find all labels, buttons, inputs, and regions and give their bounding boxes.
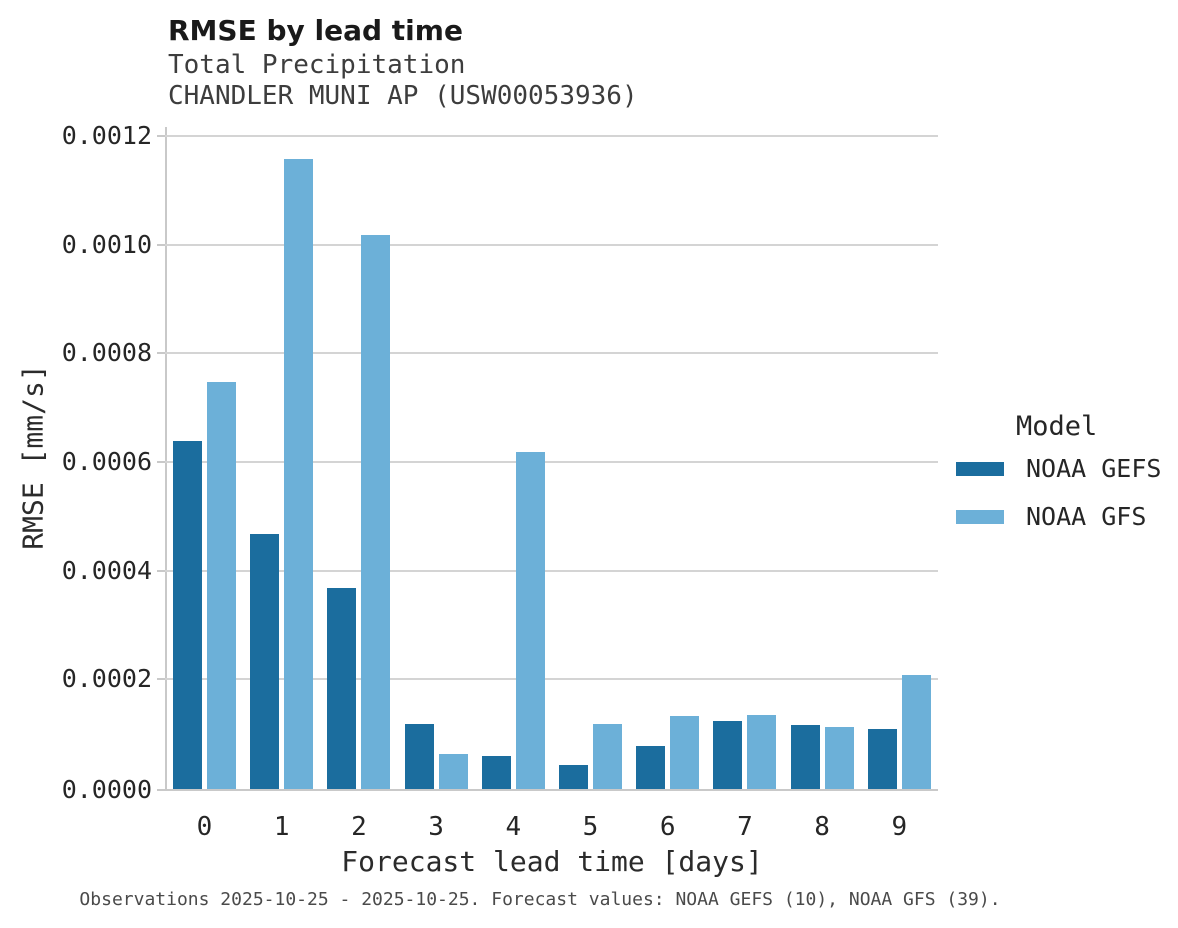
y-axis-spine [165,127,167,791]
bar-noaa-gefs-lead-7 [713,721,742,789]
y-tick-mark [157,352,165,355]
x-tick-label-9: 9 [891,812,908,842]
legend-swatch [956,509,1004,524]
bar-noaa-gfs-lead-4 [516,452,545,789]
y-tick-label: 0.0008 [61,338,152,368]
legend-label: NOAA GEFS [1026,454,1162,483]
bar-noaa-gfs-lead-6 [670,716,699,789]
gridline-0.0008 [165,352,938,355]
x-tick-label-2: 2 [351,812,367,842]
y-tick-mark [157,461,165,464]
x-axis-line [165,789,938,791]
bar-noaa-gfs-lead-1 [284,159,313,789]
y-tick-mark [157,135,165,138]
bar-noaa-gfs-lead-9 [902,675,931,789]
x-tick-label-0: 0 [196,812,213,842]
y-tick-label: 0.0012 [61,121,152,151]
bar-noaa-gfs-lead-3 [439,754,468,789]
bar-noaa-gefs-lead-6 [636,746,665,789]
bar-noaa-gfs-lead-0 [207,382,236,789]
x-tick-label-1: 1 [273,812,290,842]
x-tick-label-5: 5 [582,812,599,842]
plot-area [157,127,938,791]
bar-noaa-gefs-lead-4 [482,756,511,789]
legend-swatch [956,461,1004,476]
y-tick-mark [157,789,165,791]
legend-item-noaa-gfs: NOAA GFS [956,502,1161,531]
bar-noaa-gefs-lead-1 [250,534,279,789]
x-tick-label-6: 6 [659,812,676,842]
bar-noaa-gefs-lead-5 [559,765,588,789]
y-tick-mark [157,678,165,681]
legend-title: Model [1016,411,1098,442]
y-tick-labels: 0.0000 0.0002 0.0004 0.0006 0.0008 0.0010 0.00… [0,0,152,928]
gridline-0.0010 [165,243,938,246]
y-tick-label: 0.0000 [61,775,152,804]
y-tick-mark [157,569,165,572]
gridline-0.0006 [165,461,938,464]
y-tick-label: 0.0004 [61,555,152,585]
chart-title: RMSE by lead time [168,14,463,47]
x-tick-label-7: 7 [737,812,753,842]
gridline-0.0004 [165,569,938,572]
subtitle-station: CHANDLER MUNI AP (USW00053936) [168,81,638,111]
footnote-caption: Observations 2025-10-25 - 2025-10-25. Fo… [79,889,1001,910]
y-tick-label: 0.0002 [61,664,152,694]
chart-subtitle: Total Precipitation CHANDLER MUNI AP (USW… [168,50,638,112]
legend-label: NOAA GFS [1026,502,1147,531]
bar-noaa-gefs-lead-8 [791,725,820,789]
legend-item-noaa-gefs: NOAA GEFS [956,454,1161,483]
x-tick-label-8: 8 [814,812,830,842]
subtitle-variable: Total Precipitation [168,50,466,80]
bar-noaa-gfs-lead-8 [825,727,854,789]
gridline-0.0012 [165,135,938,138]
y-tick-mark [157,243,165,246]
bar-noaa-gefs-lead-0 [173,441,202,789]
bar-noaa-gefs-lead-9 [868,729,897,789]
y-tick-label: 0.0006 [61,447,152,477]
bar-noaa-gfs-lead-5 [593,724,622,789]
y-tick-label: 0.0010 [61,229,152,259]
bar-noaa-gefs-lead-3 [405,724,434,789]
bar-noaa-gfs-lead-7 [747,715,776,789]
x-tick-label-4: 4 [505,812,522,842]
x-axis-title: Forecast lead time [days] [341,845,763,878]
bar-noaa-gefs-lead-2 [327,588,356,789]
x-tick-label-3: 3 [428,812,444,842]
bar-noaa-gfs-lead-2 [361,235,390,789]
legend: Model NOAA GEFS NOAA GFS [956,411,1161,550]
gridline-0.0002 [165,678,938,681]
